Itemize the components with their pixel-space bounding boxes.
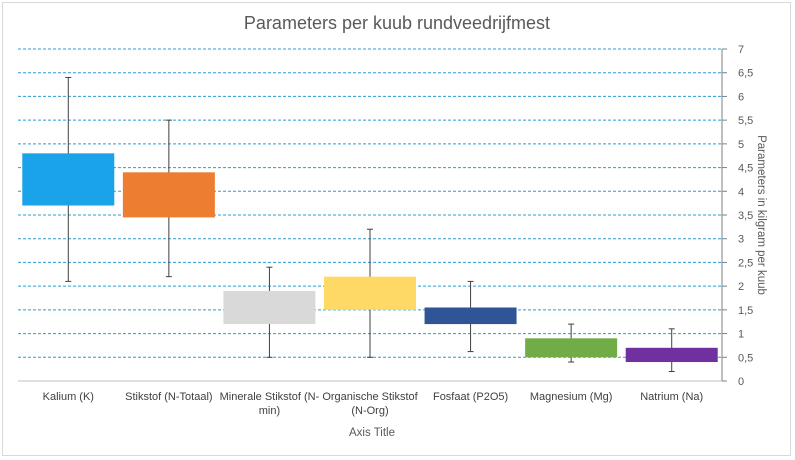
y-tick-label: 3,5: [738, 210, 753, 222]
box-plot-item: [324, 228, 416, 358]
y-tick-label: 4,5: [738, 163, 753, 175]
category-label: Minerale Stikstof (N-min): [220, 391, 320, 417]
y-tick-label: 5: [738, 139, 744, 151]
category-label: Organische Stikstof (N-Org): [322, 391, 418, 417]
box-rect: [22, 153, 115, 206]
box-plot-item: [122, 119, 215, 278]
category-label: Stikstof (N-Totaal): [125, 391, 212, 403]
category-label-line: (N-Org): [351, 405, 388, 417]
box-plot-item: [22, 76, 115, 282]
y-tick-label: 5,5: [738, 115, 753, 127]
category-label-line: Magnesium (Mg): [530, 391, 613, 403]
category-label-line: min): [259, 405, 280, 417]
category-label-line: Fosfaat (P2O5): [433, 391, 508, 403]
y-tick-label: 2: [738, 281, 744, 293]
x-axis-title: Axis Title: [349, 427, 395, 439]
category-label-line: Minerale Stikstof (N-: [220, 391, 320, 403]
box-plot-item: [525, 323, 618, 363]
category-label: Natrium (Na): [640, 391, 703, 403]
y-tick-label: 2,5: [738, 257, 753, 269]
y-tick-label: 1,5: [738, 305, 753, 317]
box-rect: [122, 172, 215, 218]
chart-title: Parameters per kuub rundveedrijfmest: [244, 13, 550, 33]
y-tick-label: 7: [738, 44, 744, 56]
box-rect: [424, 307, 517, 325]
category-label-line: Stikstof (N-Totaal): [125, 391, 212, 403]
category-label: Kalium (K): [43, 391, 94, 403]
y-tick-label: 3: [738, 234, 744, 246]
y-tick-label: 6,5: [738, 68, 753, 80]
box-plot-item: [223, 266, 316, 358]
box-rect: [324, 276, 416, 310]
box-plot-item: [424, 280, 517, 353]
category-label-line: Organische Stikstof: [322, 391, 418, 403]
category-axis: Kalium (K) Stikstof (N-Totaal) Minerale St…: [43, 391, 704, 417]
y-tick-label: 0: [738, 376, 744, 388]
category-label: Magnesium (Mg): [530, 391, 613, 403]
y-axis-title: Parameters in kilgram per kuub: [755, 135, 767, 295]
y-tick-label: 6: [738, 91, 744, 103]
box-plot-item: [625, 328, 718, 373]
box-rect: [525, 338, 618, 358]
box-rect: [223, 290, 316, 325]
y-tick-label: 1: [738, 329, 744, 341]
y-tick-label: 4: [738, 186, 744, 198]
plot-series: [22, 76, 718, 373]
chart-frame: [2, 2, 791, 456]
y-tick-label: 0,5: [738, 352, 753, 364]
category-label-line: Natrium (Na): [640, 391, 703, 403]
category-label: Fosfaat (P2O5): [433, 391, 508, 403]
box-rect: [625, 347, 718, 363]
category-label-line: Kalium (K): [43, 391, 94, 403]
value-axis: 0 0,5 1 1,5 2 2,5 3 3,5 4 4,5 5 5,5 6 6,5 7: [18, 44, 753, 388]
